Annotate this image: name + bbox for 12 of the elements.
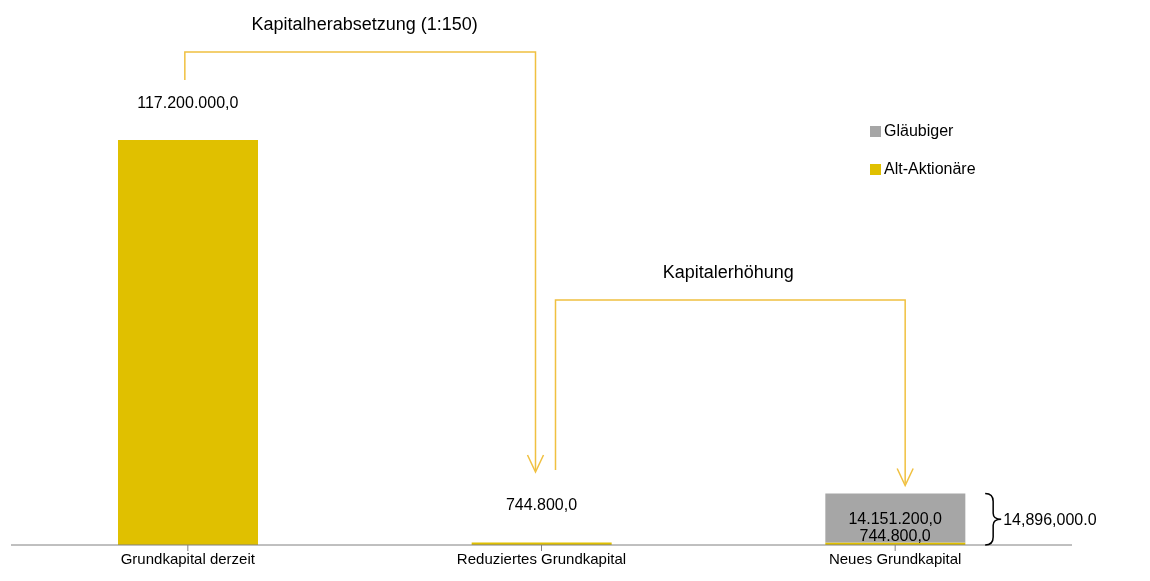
data-label: 14.151.200,0 — [848, 509, 942, 527]
x-tick-label: Reduziertes Grundkapital — [456, 549, 627, 567]
legend-label: Alt-Aktionäre — [884, 160, 976, 178]
total-label: 14,896,000.0 — [1003, 511, 1097, 529]
x-tick-label: Neues Grundkapital — [828, 549, 962, 567]
data-label: 744.800,0 — [859, 527, 931, 544]
text: Kapitalherabsetzung (1:150) — [251, 14, 478, 34]
data-label: 117.200.000,0 — [137, 94, 239, 111]
data-label: 744.800,0 — [505, 496, 578, 514]
x-tick-label: Grundkapital derzeit — [120, 549, 256, 567]
annotation: Kapitalerhöhung — [662, 262, 794, 282]
legend-label: Gläubiger — [884, 122, 954, 140]
